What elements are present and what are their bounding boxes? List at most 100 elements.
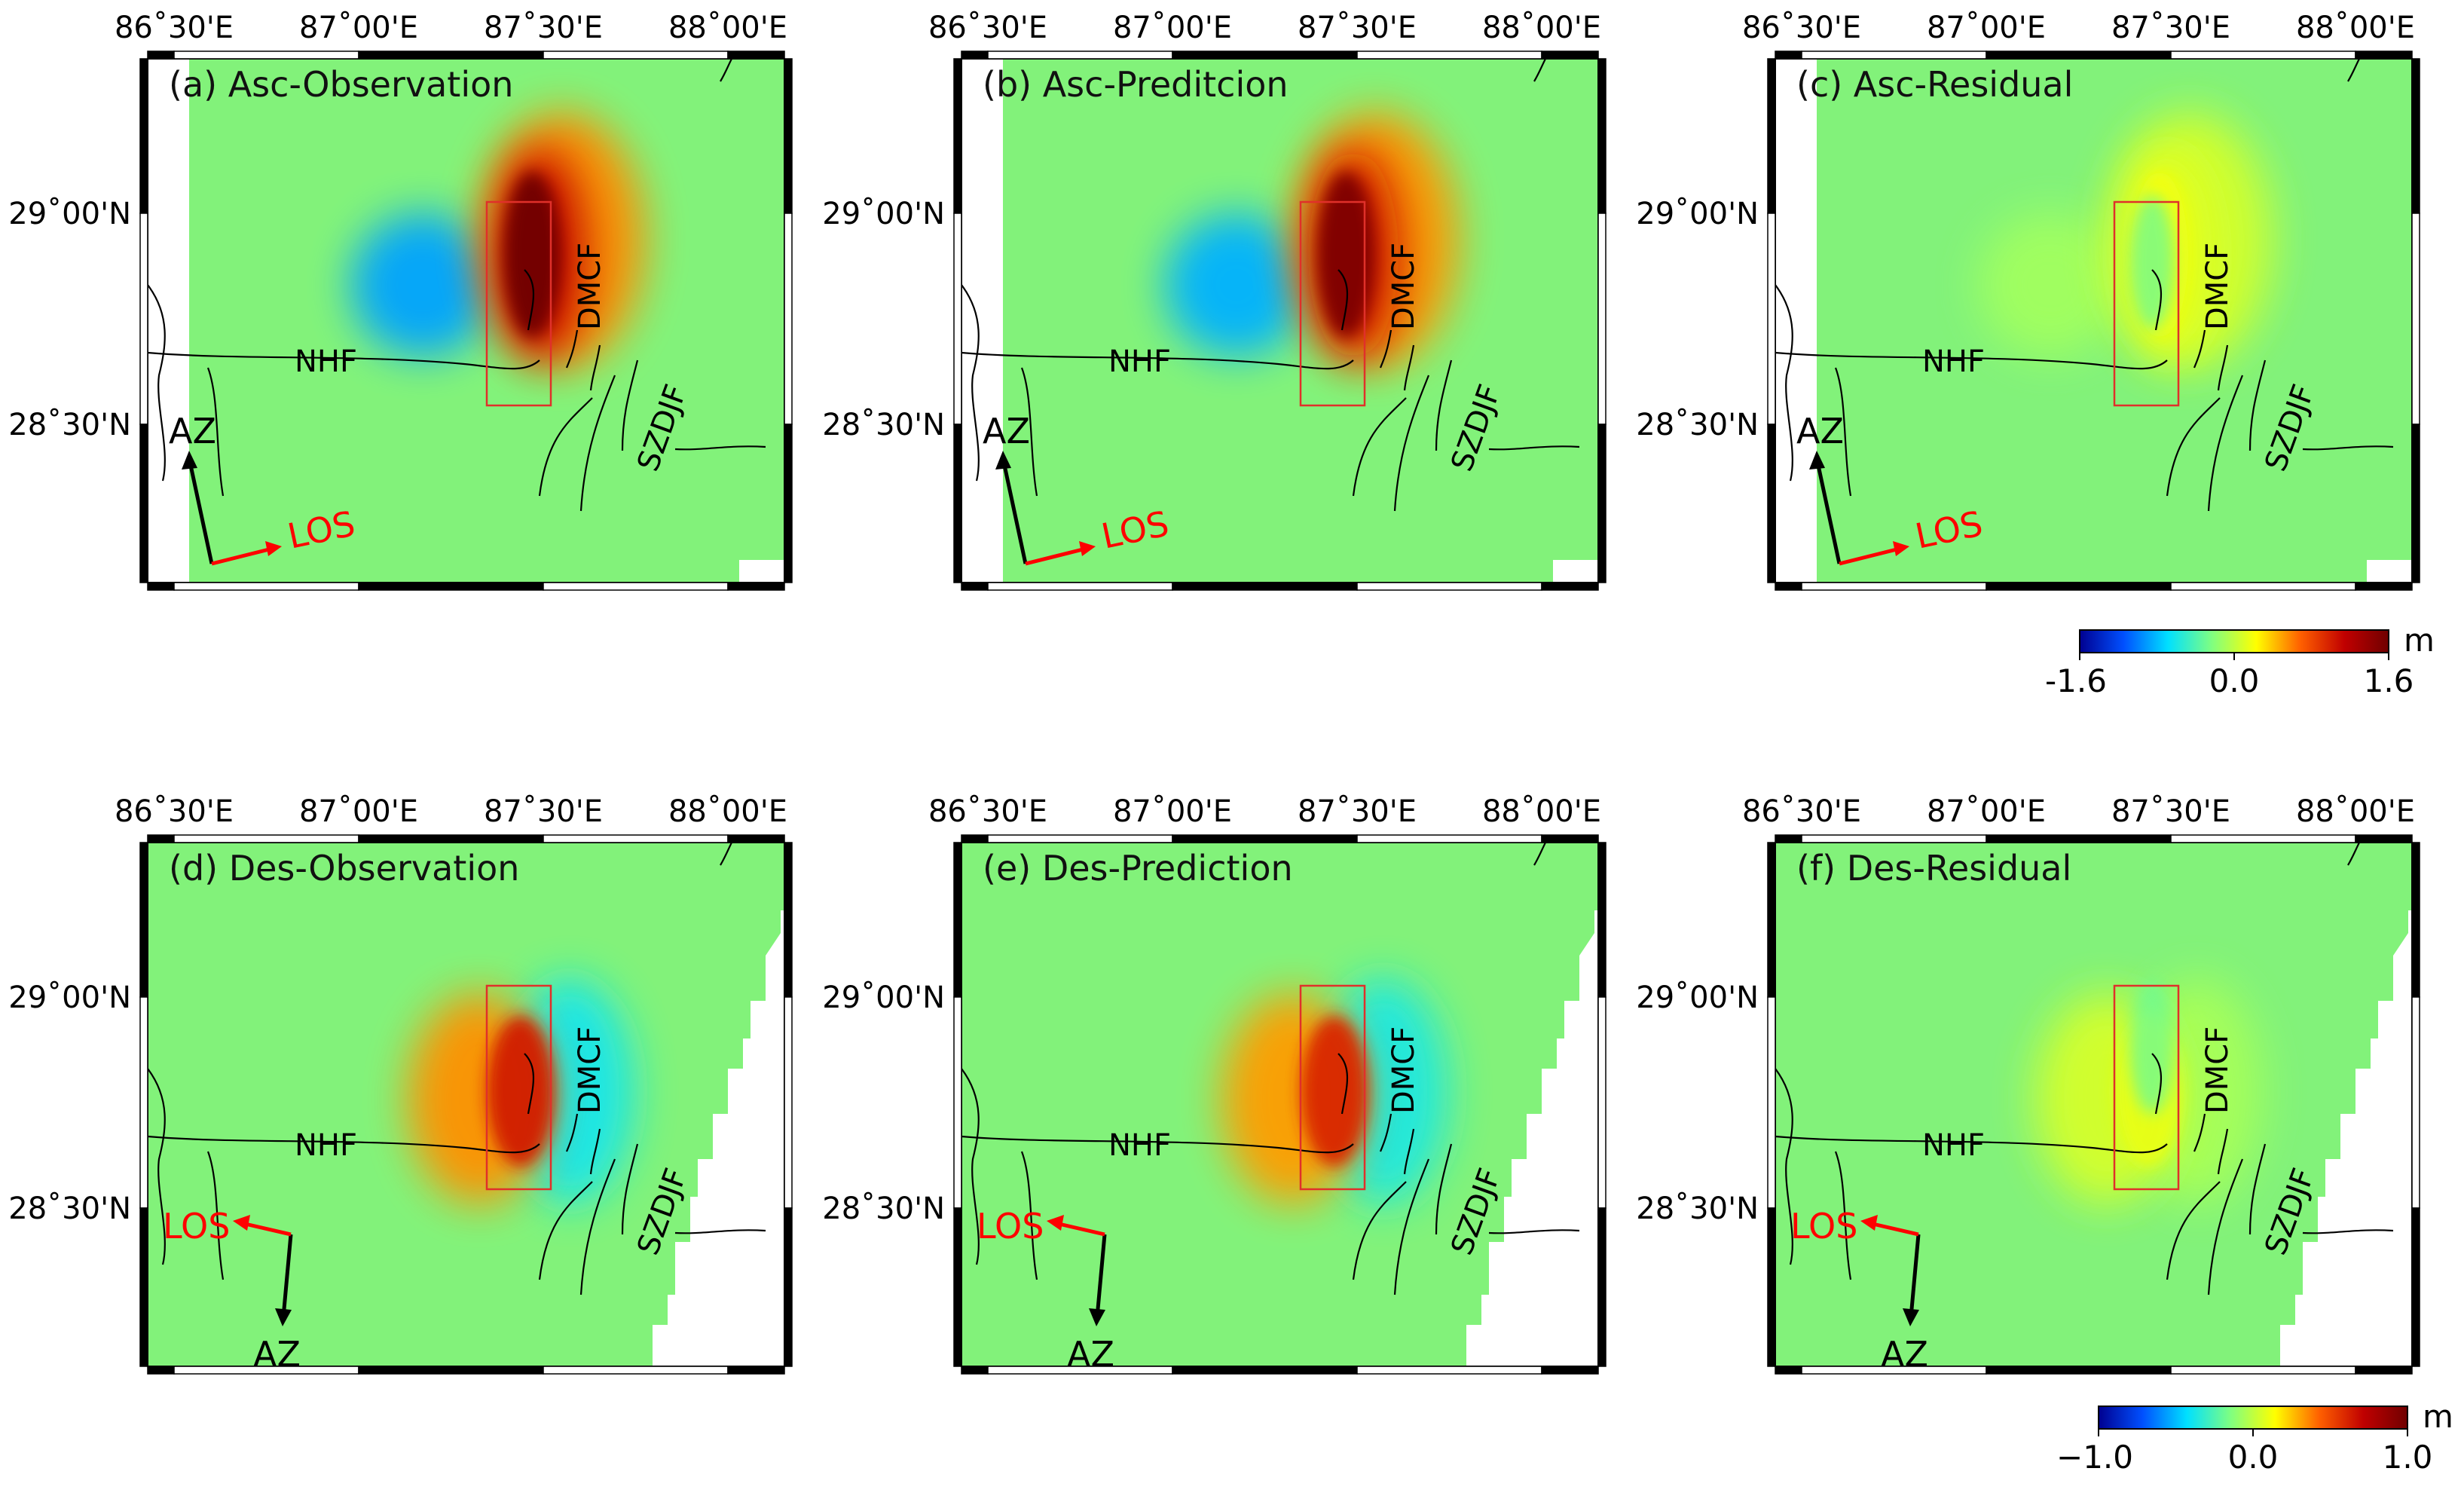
az-label: AZ xyxy=(1881,1334,1928,1375)
frame-band xyxy=(784,996,793,1209)
az-arrow xyxy=(1095,1234,1107,1318)
fault-lines xyxy=(961,59,1580,512)
frame-band xyxy=(173,834,359,843)
frame-band xyxy=(358,50,544,60)
fault-trace xyxy=(1393,375,1430,512)
colorbar-max-label: 1.6 xyxy=(2364,662,2414,699)
fault-label-dmcf: DMCF xyxy=(573,243,607,330)
fault-label-dmcf: DMCF xyxy=(1386,1026,1421,1114)
fault-trace xyxy=(1020,1151,1038,1280)
frame-band xyxy=(2411,1207,2420,1367)
fault-trace xyxy=(1379,329,1392,369)
latitude-tick-label: 29˚00'N xyxy=(8,197,131,231)
fault-label-dmcf: DMCF xyxy=(2200,1026,2235,1114)
fault-trace xyxy=(2347,59,2360,82)
fault-trace xyxy=(148,1135,540,1154)
viewing-geometry: LOS AZ xyxy=(977,1206,1114,1375)
fault-trace xyxy=(206,367,225,497)
frame-band xyxy=(953,842,962,998)
longitude-tick-label: 88˚00'E xyxy=(668,794,787,829)
fault-trace xyxy=(1834,367,1852,497)
fault-lines xyxy=(148,59,766,512)
longitude-tick-label: 88˚00'E xyxy=(1482,11,1601,45)
frame-band xyxy=(358,582,544,591)
az-arrow xyxy=(187,457,214,564)
longitude-tick-label: 86˚30'E xyxy=(928,11,1047,45)
frame-band xyxy=(147,582,175,591)
frame-band xyxy=(2355,834,2413,843)
frame-band xyxy=(1986,834,2172,843)
frame-band xyxy=(147,1366,175,1375)
fault-trace xyxy=(589,1128,601,1175)
map-frame xyxy=(953,50,1606,591)
viewing-geometry: LOS AZ xyxy=(1790,1206,1928,1375)
latitude-tick-label: 28˚30'N xyxy=(822,408,945,442)
longitude-tick-label: 88˚00'E xyxy=(1482,794,1601,829)
fault-trace xyxy=(2302,445,2394,451)
colorbar: −1.0 0.0 1.0 m xyxy=(2056,1398,2453,1476)
az-arrow xyxy=(1909,1234,1921,1318)
frame-band xyxy=(147,50,175,60)
frame-band xyxy=(1541,50,1599,60)
panel-title: (f) Des-Residual xyxy=(1796,848,2071,889)
frame-band xyxy=(1986,582,2172,591)
los-arrow-head xyxy=(233,1215,250,1231)
fault-trace xyxy=(1393,1158,1430,1295)
fault-trace xyxy=(961,1068,980,1265)
los-arrow-head xyxy=(1860,1215,1878,1231)
fault-label-nhf: NHF xyxy=(1922,344,1985,379)
los-label: LOS xyxy=(1790,1206,1857,1246)
fault-trace xyxy=(2217,1128,2229,1175)
frame-band xyxy=(1775,50,1802,60)
panel-title: (c) Asc-Residual xyxy=(1796,64,2073,105)
deformation-lobe xyxy=(1317,172,1374,338)
latitude-tick-label: 28˚30'N xyxy=(8,408,131,442)
colorbar-mid-label: 0.0 xyxy=(2209,662,2260,699)
deformation-lobe xyxy=(1301,1016,1368,1167)
fault-trace xyxy=(538,1181,593,1280)
frame-band xyxy=(139,213,148,425)
fault-trace xyxy=(1352,397,1407,497)
fault-trace xyxy=(1488,445,1580,451)
frame-band xyxy=(358,834,544,843)
fault-lines xyxy=(1775,843,2394,1295)
frame-band xyxy=(784,1207,793,1367)
fault-trace xyxy=(1435,359,1453,451)
frame-band xyxy=(987,1366,1173,1375)
frame-band xyxy=(987,834,1173,843)
colorbar-min-label: −1.0 xyxy=(2056,1439,2133,1476)
fault-label-nhf: NHF xyxy=(1108,1128,1171,1163)
az-label: AZ xyxy=(1067,1334,1114,1375)
map-frame xyxy=(139,834,793,1375)
frame-band xyxy=(1356,834,1542,843)
frame-band xyxy=(1986,50,2172,60)
latitude-tick-label: 29˚00'N xyxy=(1636,197,1759,231)
frame-band xyxy=(1767,58,1776,214)
colorbar-ramp xyxy=(2079,629,2389,653)
fault-label-dmcf: DMCF xyxy=(2200,243,2235,330)
deformation-lobe xyxy=(487,1016,555,1167)
frame-band xyxy=(1801,50,1987,60)
los-arrow-head xyxy=(1079,541,1096,556)
frame-band xyxy=(953,424,962,583)
frame-band xyxy=(1767,424,1776,583)
az-arrow-head xyxy=(275,1308,292,1326)
fault-trace xyxy=(1488,1229,1580,1234)
fault-trace xyxy=(2193,1113,2206,1152)
frame-band xyxy=(139,58,148,214)
fault-trace xyxy=(1435,1143,1453,1235)
fault-lines xyxy=(961,843,1580,1295)
fault-plane-box xyxy=(2113,984,2180,1191)
fault-trace xyxy=(538,397,593,497)
frame-band xyxy=(1356,50,1542,60)
frame-band xyxy=(358,1366,544,1375)
frame-band xyxy=(147,834,175,843)
fault-lines xyxy=(1775,59,2394,512)
deformation-lobe xyxy=(503,172,561,338)
